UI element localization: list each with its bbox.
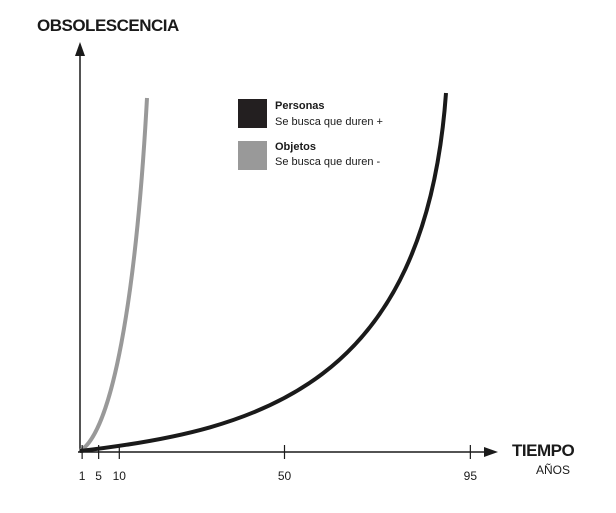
legend-title: Personas	[275, 100, 325, 112]
legend-text: Se busca que duren +	[275, 116, 383, 128]
legend-title: Objetos	[275, 141, 316, 153]
x-tick-label: 5	[95, 469, 102, 483]
x-tick-label: 95	[464, 469, 478, 483]
x-arrow	[484, 447, 498, 457]
legend-text: Se busca que duren -	[275, 156, 381, 168]
x-axis-unit: AÑOS	[536, 463, 570, 477]
y-axis-label: OBSOLESCENCIA	[37, 16, 179, 35]
legend-swatch	[238, 141, 267, 170]
x-tick-label: 1	[79, 469, 86, 483]
x-axis-label: TIEMPO	[512, 441, 574, 460]
legend-swatch	[238, 99, 267, 128]
y-arrow	[75, 42, 85, 56]
personas-curve	[79, 92, 448, 453]
x-tick-label: 10	[113, 469, 127, 483]
objetos-curve	[78, 97, 149, 453]
x-tick-label: 50	[278, 469, 292, 483]
